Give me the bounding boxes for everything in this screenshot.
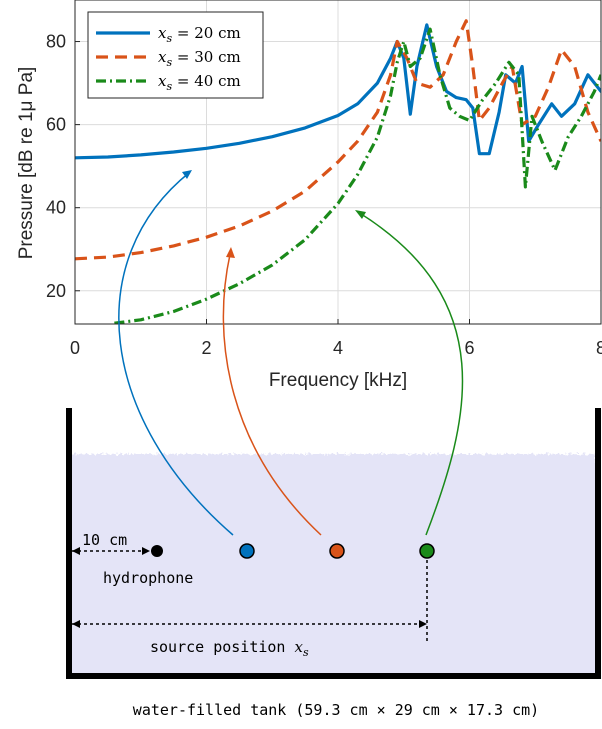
x-tick-label: 8 xyxy=(596,338,602,358)
y-tick-label: 40 xyxy=(46,198,66,218)
source-30cm-dot xyxy=(329,543,345,559)
connector-30cm-arrowhead xyxy=(226,247,235,258)
arrowhead-left xyxy=(72,547,80,555)
hydrophone-dot xyxy=(151,545,163,557)
source-20cm-dot xyxy=(239,543,255,559)
label-10cm: 10 cm xyxy=(82,531,127,549)
x-axis-label: Frequency [kHz] xyxy=(269,370,407,391)
arrowhead-right xyxy=(142,547,150,555)
legend-label-3: xs = 40 cm xyxy=(158,72,241,93)
pressure-chart: 0 2 4 6 8 20 40 60 80 Frequency [kHz] Pressure [… xyxy=(16,0,602,391)
arrowhead-right xyxy=(419,620,427,628)
x-tick-label: 6 xyxy=(464,338,474,358)
connector-40cm-arrowhead xyxy=(355,210,366,219)
connector-30cm xyxy=(222,249,322,536)
y-tick-label: 60 xyxy=(46,115,66,135)
connector-arrows xyxy=(118,170,464,536)
label-hydrophone: hydrophone xyxy=(103,569,193,587)
legend-box xyxy=(87,11,264,99)
tank-diagram: 10 cm hydrophone source position xs wate… xyxy=(66,408,601,719)
connector-40cm xyxy=(357,211,464,536)
legend-label-1: xs = 20 cm xyxy=(158,24,241,45)
y-axis-label: Pressure [dB re 1μ Pa] xyxy=(16,67,37,260)
label-source-position: source position xs xyxy=(150,638,309,659)
source-40cm-dot xyxy=(419,543,435,559)
legend: xs = 20 cm xs = 30 cm xs = 40 cm xyxy=(87,11,264,99)
y-tick-label: 80 xyxy=(46,32,66,52)
series-line-2 xyxy=(75,19,601,261)
x-tick-label: 0 xyxy=(70,338,80,358)
connector-20cm-arrowhead xyxy=(182,170,192,179)
water-body xyxy=(70,463,595,675)
series-group xyxy=(75,19,601,324)
series-line-3 xyxy=(114,27,601,324)
arrowhead-left xyxy=(72,620,80,628)
x-tick-label: 4 xyxy=(333,338,343,358)
y-tick-label: 20 xyxy=(46,281,66,301)
axis-ticks: 0 2 4 6 8 20 40 60 80 xyxy=(46,32,602,358)
water-surface xyxy=(70,454,595,468)
x-tick-label: 2 xyxy=(201,338,211,358)
connector-20cm xyxy=(118,171,234,536)
tank-walls xyxy=(66,408,601,679)
caption: water-filled tank (59.3 cm × 29 cm × 17.… xyxy=(133,701,539,719)
legend-label-2: xs = 30 cm xyxy=(158,48,241,69)
